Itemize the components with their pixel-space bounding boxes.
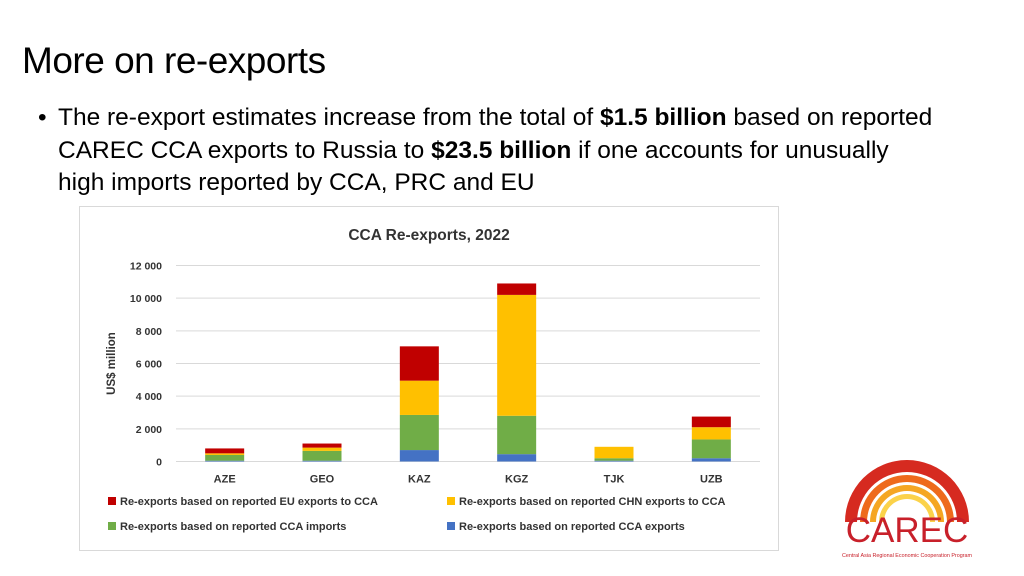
bar-segment bbox=[205, 460, 245, 462]
bar-segment bbox=[399, 450, 439, 462]
bar-segment bbox=[497, 294, 537, 416]
bullet-highlight-2: $23.5 billion bbox=[431, 136, 572, 164]
bullet-text: The re-export estimates increase from th… bbox=[58, 102, 938, 200]
bar-segment bbox=[594, 446, 634, 459]
bar-segment bbox=[691, 439, 731, 459]
bar-segment bbox=[594, 458, 634, 461]
bar-segment bbox=[399, 414, 439, 451]
legend-label: Re-exports based on reported CHN exports… bbox=[459, 496, 726, 508]
logo-tagline: Central Asia Regional Economic Cooperati… bbox=[842, 553, 973, 559]
bar-segment bbox=[399, 346, 439, 381]
bar-segment bbox=[691, 427, 731, 440]
slide-title: More on re-exports bbox=[22, 40, 326, 81]
legend-swatch bbox=[447, 497, 455, 505]
y-tick-label: 4 000 bbox=[136, 391, 162, 403]
bar-segment bbox=[497, 283, 537, 295]
bar-segment bbox=[691, 458, 731, 462]
x-tick-label: UZB bbox=[700, 474, 723, 486]
y-tick-label: 12 000 bbox=[130, 261, 162, 273]
x-tick-label: GEO bbox=[310, 474, 335, 486]
bullet-text-part3: if one accounts for unusually high impor… bbox=[58, 136, 889, 197]
logo-text: CAREC bbox=[846, 511, 969, 550]
bullet-highlight-1: $1.5 billion bbox=[599, 104, 727, 131]
y-tick-label: 6 000 bbox=[136, 359, 162, 371]
bar-segment bbox=[205, 454, 245, 461]
bar-segment bbox=[302, 447, 342, 451]
bar-segment bbox=[205, 453, 245, 455]
x-tick-label: TJK bbox=[604, 474, 625, 486]
carec-logo: CAREC Central Asia Regional Economic Coo… bbox=[842, 460, 973, 559]
y-tick-label: 10 000 bbox=[130, 293, 162, 305]
bar-segment bbox=[497, 454, 537, 462]
legend-swatch bbox=[108, 497, 116, 505]
y-tick-label: 2 000 bbox=[136, 424, 162, 436]
chart-title: CCA Re-exports, 2022 bbox=[348, 227, 509, 244]
chart-container: CCA Re-exports, 2022 0 2 000 4 000 6 000 8 00… bbox=[79, 206, 779, 551]
legend-swatch bbox=[108, 522, 116, 530]
x-tick-label: KGZ bbox=[505, 474, 528, 486]
y-tick-label: 0 bbox=[156, 457, 162, 469]
legend-label: Re-exports based on reported CCA exports bbox=[459, 521, 685, 533]
bar-segment bbox=[205, 448, 245, 454]
carec-sunburst-icon bbox=[845, 460, 969, 522]
bullet-text-part2: based on reported CAREC CCA exports to R… bbox=[58, 104, 933, 164]
legend-label: Re-exports based on reported EU exports … bbox=[120, 496, 378, 508]
bullet-text-part1: The re-export estimates increase from th… bbox=[58, 104, 600, 131]
bar-segment bbox=[497, 415, 537, 455]
legend-label: Re-exports based on reported CCA imports bbox=[120, 521, 346, 533]
stacked-bar-chart: CCA Re-exports, 2022 0 2 000 4 000 6 000 8 00… bbox=[106, 227, 760, 533]
x-tick-label: KAZ bbox=[408, 474, 431, 486]
bar-segment bbox=[302, 450, 342, 461]
y-tick-label: 8 000 bbox=[136, 326, 162, 338]
bar-segment bbox=[691, 416, 731, 428]
legend-swatch bbox=[447, 522, 455, 530]
x-tick-label: AZE bbox=[214, 474, 236, 486]
bar-segment bbox=[399, 380, 439, 415]
bar-segment bbox=[302, 460, 342, 462]
bullet-dot-icon: • bbox=[38, 104, 47, 131]
bar-segment bbox=[302, 443, 342, 448]
bar-segment bbox=[594, 460, 634, 462]
y-axis-label: US$ million bbox=[106, 332, 118, 395]
